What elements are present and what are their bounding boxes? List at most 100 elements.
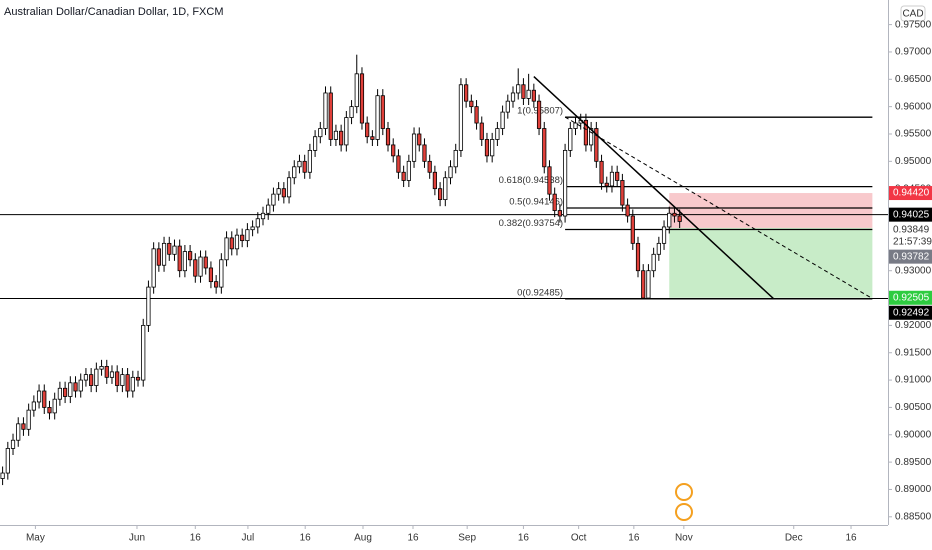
y-tick-label: 0.97000 (895, 47, 932, 58)
candle-body (172, 245, 177, 255)
candle-body (120, 374, 125, 386)
last-price-label: 0.93849 (893, 224, 930, 235)
candle-body (0, 472, 5, 479)
candle-body (94, 368, 99, 386)
currency-label: CAD (902, 9, 923, 20)
trend-line (533, 76, 774, 300)
candle-body (63, 387, 68, 397)
candle-body (266, 204, 271, 214)
x-tick-label: Sep (458, 533, 476, 544)
candle-body (135, 376, 141, 381)
candle-body (31, 401, 36, 411)
candle-body (193, 259, 198, 277)
candle-body (432, 171, 437, 190)
candle-body (156, 248, 161, 266)
candle-body (401, 171, 406, 181)
candle-body (417, 133, 422, 146)
candle-body (521, 84, 526, 99)
price-badge-label: 0.92492 (893, 307, 930, 318)
y-tick-label: 0.90000 (895, 429, 932, 440)
candle-body (568, 128, 573, 151)
candle-body (677, 215, 682, 222)
x-tick-label: 16 (628, 533, 640, 544)
candle-body (354, 73, 359, 108)
candle-body (396, 155, 401, 173)
candle-body (297, 160, 302, 168)
y-tick-label: 0.88500 (895, 511, 932, 522)
candle-body (411, 133, 417, 162)
candle-body (276, 188, 281, 195)
y-tick-label: 0.95000 (895, 156, 932, 167)
candle-body (83, 374, 89, 381)
candle-body (667, 212, 672, 228)
candle-body (188, 251, 193, 261)
candle-body (229, 237, 234, 250)
trend-line (564, 116, 873, 300)
candle-body (391, 144, 396, 157)
candle-body (526, 89, 531, 99)
candle-body (281, 188, 286, 198)
candle-body (505, 100, 510, 113)
candle-body (333, 130, 339, 140)
candle-body (26, 409, 31, 430)
candle-body (255, 218, 260, 228)
y-tick-label: 0.91500 (895, 347, 932, 358)
candle-body (318, 128, 323, 138)
candle-body (469, 100, 474, 108)
x-tick-label: Jul (242, 533, 255, 544)
candle-body (151, 248, 156, 288)
candle-body (484, 139, 490, 157)
candle-body (146, 286, 151, 326)
fib-label: 0(0.92485) (517, 287, 563, 298)
fib-label: 0.5(0.94146) (509, 197, 563, 208)
candle-body (115, 371, 120, 386)
candle-body (490, 139, 495, 157)
candle-body (630, 215, 635, 244)
candle-body (292, 166, 297, 179)
candle-body (635, 242, 641, 272)
candle-body (10, 439, 16, 449)
candle-body (422, 144, 427, 162)
candle-body (323, 92, 328, 129)
x-tick-label: 16 (845, 533, 857, 544)
candle-body (448, 166, 453, 179)
candle-body (573, 122, 578, 129)
price-badge-label: 0.92505 (893, 292, 930, 303)
candle-body (198, 256, 203, 277)
candle-body (260, 212, 266, 220)
candle-body (453, 149, 458, 168)
candle-body (495, 128, 500, 140)
candle-body (245, 229, 250, 242)
event-icons (675, 483, 693, 521)
candle-body (240, 234, 245, 242)
candle-body (52, 398, 57, 414)
last-price-box (889, 222, 932, 249)
candle-body (302, 160, 307, 173)
candle-body (339, 130, 344, 146)
x-tick-label: May (26, 533, 45, 544)
candle-body (125, 374, 130, 392)
candle-body (583, 119, 589, 146)
x-tick-label: 16 (190, 533, 202, 544)
candle-body (375, 95, 380, 140)
candle-body (589, 128, 594, 146)
candle-body (531, 89, 536, 102)
y-tick-label: 0.97500 (895, 19, 932, 30)
candle-body (89, 374, 94, 386)
candle-body (656, 242, 661, 255)
price-badge (889, 186, 932, 201)
candle-body (464, 84, 469, 102)
candle-body (641, 270, 646, 299)
currency-button[interactable] (900, 5, 926, 22)
candles (0, 54, 682, 486)
candle-body (562, 149, 568, 217)
fib-label: 0.618(0.94538) (499, 175, 563, 186)
candle-body (130, 376, 135, 392)
candle-body (661, 226, 667, 244)
candle-body (646, 270, 651, 299)
candle-body (604, 182, 609, 187)
price-badge (889, 305, 932, 320)
x-tick-label: 16 (518, 533, 530, 544)
